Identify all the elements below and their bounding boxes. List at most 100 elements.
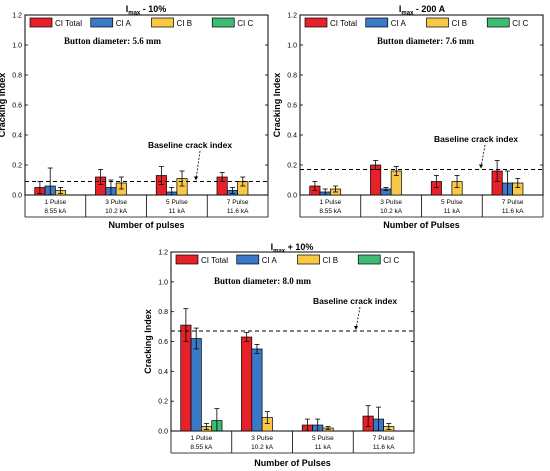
baseline-pointer [195,150,201,180]
title-main: I [271,242,274,252]
y-tick-label: 1.0 [158,279,168,286]
category-label-current: 10.2 kA [251,444,274,451]
category-label-current: 11 kA [444,208,461,215]
y-axis-title: Cracking Index [143,309,153,374]
chart-imax-minus-10pct: 0.0 0.2 0.4 0.6 0.8 1.0 1.2 Cracking Index 1 Pul… [0,4,269,230]
category-label-pulses: 5 Pulse [312,435,334,442]
category-label-pulses: 1 Pulse [45,199,67,206]
legend-swatch [365,17,389,28]
legend-swatch [297,254,320,265]
y-tick-label: 0.6 [12,103,22,110]
y-tick-label: 1.0 [287,43,297,50]
chart-imax-plus-10pct: 0.0 0.2 0.4 0.6 0.8 1.0 1.2 Cracking Index 1 Pul… [143,242,415,468]
category-label-pulses: 5 Pulse [441,199,463,206]
chart-title: Imax - 10% [126,4,167,17]
x-axis-title: Number of Pulses [254,458,331,468]
category-label-current: 10.2 kA [105,208,128,215]
category-label-current: 11.6 kA [227,208,249,215]
legend-swatch [90,17,114,28]
category-label-pulses: 3 Pulse [105,199,127,206]
title-suffix: + 10% [285,242,313,252]
y-tick-label: 1.0 [12,43,22,50]
bar-ci-total [241,336,253,432]
legend-entry: CI C [237,19,253,28]
legend-entry: CI B [177,19,193,28]
y-tick-label: 1.2 [12,13,22,20]
category-label-pulses: 1 Pulse [191,435,213,442]
y-tick-label: 0.6 [158,339,168,346]
inset-button-diameter: Button diameter: 5.6 mm [64,36,161,46]
legend-entry: CI B [323,256,339,265]
category-label-current: 8.55 kA [319,208,342,215]
legend-entry: CI C [512,19,528,28]
category-label-current: 11 kA [169,208,186,215]
chart-title: Imax - 200 A [399,4,446,17]
y-tick-label: 0.8 [12,73,22,80]
y-tick-label: 0.6 [287,103,297,110]
legend-swatch [29,17,53,28]
bar-ci-a [251,348,263,432]
legend-entry: CI A [116,19,132,28]
legend-entry: CI B [452,19,468,28]
baseline-label: Baseline crack index [434,134,518,144]
y-tick-label: 1.2 [158,250,168,257]
category-label-current: 11.6 kA [373,444,395,451]
baseline-label: Baseline crack index [148,140,232,150]
title-subscript: max [273,249,286,255]
baseline-pointer [355,306,361,330]
legend-swatch [211,17,235,28]
bar-ci-a [190,338,202,432]
title-main: I [399,4,402,14]
title-suffix: - 200 A [413,4,445,14]
category-label-current: 8.55 kA [44,208,67,215]
legend-entry: CI Total [55,19,82,28]
category-label-current: 8.55 kA [190,444,213,451]
y-tick-label: 0.8 [287,73,297,80]
y-tick-label: 0.2 [287,163,297,170]
legend-swatch [304,17,328,28]
y-axis-title: Cracking Index [0,73,7,138]
category-label-pulses: 7 Pulse [373,435,395,442]
title-subscript: max [128,11,141,17]
category-label-current: 10.2 kA [380,208,403,215]
y-tick-label: 1.2 [287,13,297,20]
category-label-current: 11.6 kA [502,208,524,215]
title-suffix: - 10% [140,4,166,14]
x-axis-title: Number of Pulses [383,220,460,230]
y-tick-label: 0.2 [12,163,22,170]
category-label-pulses: 3 Pulse [251,435,273,442]
baseline-pointer [480,144,486,168]
y-tick-label: 0.4 [158,369,168,376]
legend-swatch [175,254,199,265]
y-tick-label: 0.4 [12,133,22,140]
inset-button-diameter: Button diameter: 8.0 mm [214,276,311,286]
legend-swatch [236,254,260,265]
baseline-label: Baseline crack index [313,296,397,306]
category-label-pulses: 5 Pulse [166,199,188,206]
category-label-pulses: 7 Pulse [227,199,249,206]
baseline-pointer-arrowhead [194,176,198,181]
y-tick-label: 0.8 [158,309,168,316]
y-tick-label: 0.0 [287,193,297,200]
chart-title: Imax + 10% [271,242,314,255]
category-label-pulses: 7 Pulse [502,199,524,206]
y-tick-label: 0.2 [158,399,168,406]
legend-entry: CI Total [330,19,357,28]
y-tick-label: 0.0 [12,193,22,200]
legend-swatch [426,17,449,28]
inset-button-diameter: Button diameter: 7.6 mm [377,36,474,46]
category-label-pulses: 1 Pulse [320,199,342,206]
legend-entry: CI Total [201,256,228,265]
category-label-current: 11 kA [315,444,332,451]
title-main: I [126,4,129,14]
legend-entry: CI A [262,256,278,265]
category-label-pulses: 3 Pulse [380,199,402,206]
y-axis-title: Cracking Index [272,73,282,138]
chart-imax-minus-200a: 0.0 0.2 0.4 0.6 0.8 1.0 1.2 Cracking Index 1 Pul… [272,4,544,230]
title-subscript: max [401,11,414,17]
legend-swatch [357,254,381,265]
baseline-pointer-arrowhead [479,164,483,169]
y-tick-label: 0.4 [287,133,297,140]
legend-swatch [486,17,510,28]
